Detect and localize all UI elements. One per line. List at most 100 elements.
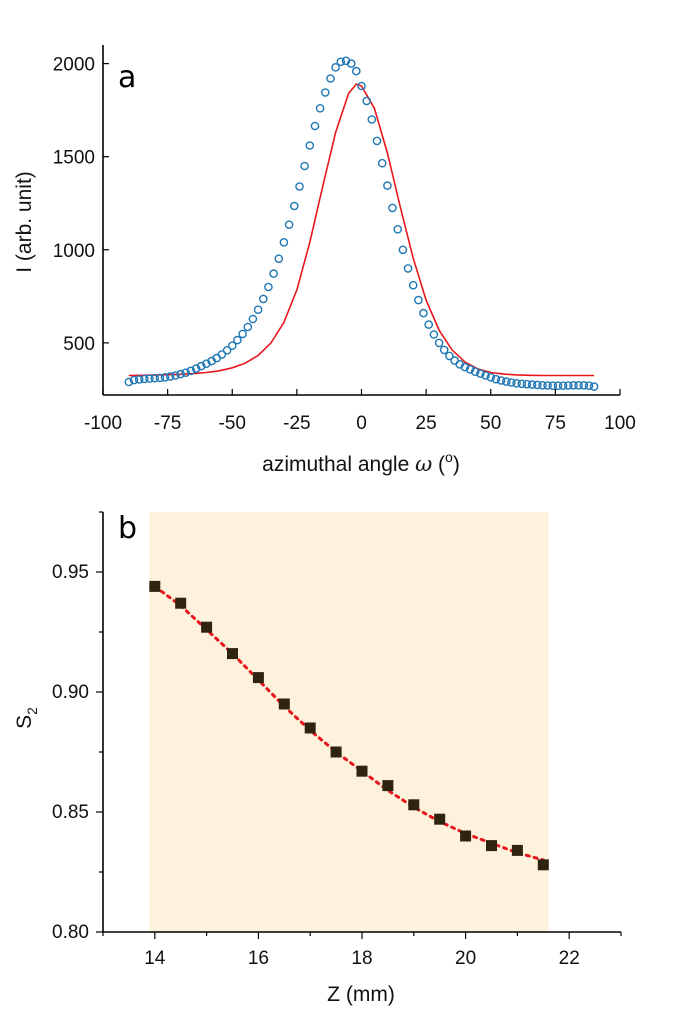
b-panel-label: b xyxy=(118,511,137,546)
a-data-point xyxy=(383,181,392,190)
a-data-point xyxy=(445,351,454,361)
b-x-tick-label: 18 xyxy=(351,948,372,969)
b-x-axis-title: Z (mm) xyxy=(327,983,395,1006)
b-data-marker xyxy=(304,722,316,734)
b-data-marker xyxy=(175,597,187,609)
b-data-marker xyxy=(460,830,472,842)
a-data-point xyxy=(150,373,159,383)
a-data-point xyxy=(295,182,304,191)
a-data-point xyxy=(191,364,201,373)
b-data-marker xyxy=(149,580,161,592)
a-data-point xyxy=(124,377,134,387)
a-data-point xyxy=(419,308,428,318)
a-y-tick-label: 1000 xyxy=(53,241,95,262)
a-data-point xyxy=(274,254,284,264)
a-data-point xyxy=(284,220,294,229)
panel-b: 14 16 18 20 22 0.80 0.85 0.90 0.95 b S2 Z (mm) xyxy=(13,511,622,1006)
a-data-point xyxy=(243,322,253,332)
a-data-point xyxy=(362,96,372,106)
a-data-point xyxy=(408,280,418,290)
a-data-point xyxy=(414,295,423,305)
a-x-tick-label: 75 xyxy=(545,413,566,434)
a-data-point xyxy=(517,379,527,389)
a-x-tick-label: -50 xyxy=(219,413,246,434)
a-data-point xyxy=(481,371,490,380)
a-data-point xyxy=(134,375,144,384)
a-data-point xyxy=(155,373,165,383)
b-data-marker xyxy=(382,780,394,792)
a-data-point xyxy=(269,269,278,278)
b-data-marker xyxy=(227,648,238,660)
a-data-point xyxy=(470,367,480,377)
b-data-marker xyxy=(330,746,342,758)
a-data-point xyxy=(310,121,320,131)
a-data-point xyxy=(351,66,361,76)
a-data-point xyxy=(548,381,558,391)
b-axes: 14 16 18 20 22 0.80 0.85 0.90 0.95 xyxy=(52,511,622,969)
a-y-tick-label: 2000 xyxy=(53,55,95,76)
a-data-point xyxy=(140,374,149,384)
a-data-point xyxy=(465,364,475,374)
a-panel-label: a xyxy=(118,60,136,95)
b-x-tick-label: 14 xyxy=(144,948,166,969)
b-y-axis-title: S2 xyxy=(13,707,40,729)
a-data-point xyxy=(279,237,289,247)
b-x-tick-label: 16 xyxy=(248,948,269,969)
a-data-point xyxy=(357,81,366,91)
a-data-point xyxy=(227,341,237,351)
b-data-marker xyxy=(537,859,549,871)
a-data-point xyxy=(424,320,434,329)
a-data-point xyxy=(476,369,485,378)
a-data-point xyxy=(372,136,382,146)
a-y-tick-label: 1500 xyxy=(53,148,95,169)
a-data-point xyxy=(569,380,578,390)
a-data-point xyxy=(579,380,589,390)
a-data-point xyxy=(367,115,377,124)
b-data-marker xyxy=(356,765,368,777)
a-x-axis-title: azimuthal angle ω (o) xyxy=(262,449,460,476)
a-x-tick-label: 0 xyxy=(356,413,367,434)
a-x-tick-label: -25 xyxy=(283,413,310,434)
a-data-point xyxy=(434,338,444,348)
a-data-point xyxy=(584,381,594,391)
a-data-point xyxy=(522,379,532,389)
a-data-point xyxy=(398,245,408,255)
a-data-point xyxy=(527,380,537,389)
a-data-point xyxy=(538,380,547,390)
b-data-marker xyxy=(434,813,446,825)
a-x-tick-label: 50 xyxy=(480,413,501,434)
a-data-point xyxy=(589,382,599,391)
b-data-marker xyxy=(201,621,213,633)
a-x-axis-title-symbol: ω xyxy=(415,452,432,476)
a-data-point xyxy=(388,203,397,213)
a-data-point xyxy=(491,374,501,384)
a-x-tick-label: -75 xyxy=(154,413,181,434)
a-x-axis-title-open: ( xyxy=(432,453,445,476)
a-data-point xyxy=(186,366,196,376)
a-data-point xyxy=(176,369,185,379)
a-y-tick-label: 500 xyxy=(63,334,95,355)
a-data-point xyxy=(300,161,309,171)
a-data-point xyxy=(403,264,413,273)
a-data-point xyxy=(160,372,170,382)
a-axes: -100 -75 -50 -25 0 25 50 75 100 500 1000 1500 2000 xyxy=(53,45,636,434)
b-y-axis-title-sub: 2 xyxy=(24,707,40,715)
a-data-point xyxy=(512,378,521,388)
a-data-point xyxy=(558,381,568,391)
a-data-point xyxy=(196,361,206,371)
b-x-tick-label: 20 xyxy=(455,948,476,969)
a-data-point xyxy=(289,201,299,211)
a-data-point xyxy=(336,57,346,67)
b-x-tick-label: 22 xyxy=(559,948,580,969)
a-data-point xyxy=(171,371,180,380)
a-x-axis-title-text: azimuthal angle xyxy=(262,453,415,476)
a-data-point xyxy=(248,314,258,324)
a-data-point xyxy=(181,368,190,378)
a-points-layer xyxy=(124,56,599,391)
b-markers-layer xyxy=(149,580,549,871)
a-data-point xyxy=(233,335,242,345)
a-data-point xyxy=(564,381,573,390)
a-data-point xyxy=(326,74,335,83)
b-y-axis-title-base: S xyxy=(13,715,36,729)
